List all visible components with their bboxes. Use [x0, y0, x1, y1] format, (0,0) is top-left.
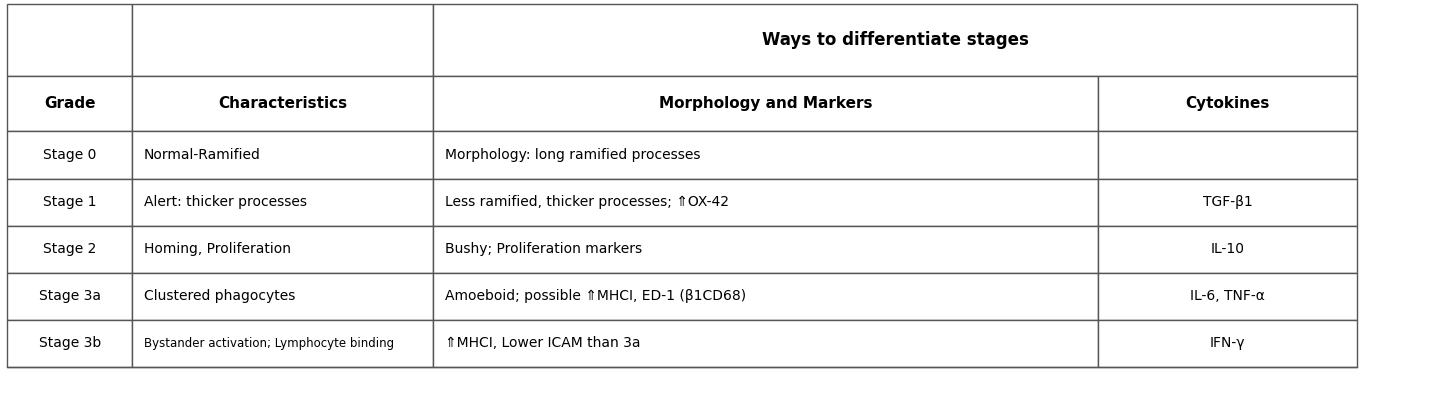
Text: Ways to differentiate stages: Ways to differentiate stages — [762, 31, 1029, 49]
Text: Stage 1: Stage 1 — [43, 195, 96, 209]
Bar — [7, 320, 132, 367]
Bar — [7, 178, 132, 226]
Text: Morphology and Markers: Morphology and Markers — [659, 96, 872, 111]
Bar — [433, 273, 1098, 320]
Bar — [7, 226, 132, 273]
Text: Stage 0: Stage 0 — [43, 148, 96, 162]
Text: Bushy; Proliferation markers: Bushy; Proliferation markers — [445, 242, 641, 256]
Bar — [1098, 320, 1358, 367]
Bar — [433, 4, 1358, 76]
Text: Stage 2: Stage 2 — [43, 242, 96, 256]
Text: IL-10: IL-10 — [1211, 242, 1244, 256]
Bar — [7, 273, 132, 320]
Bar — [132, 226, 433, 273]
Text: Cytokines: Cytokines — [1185, 96, 1270, 111]
Text: Grade: Grade — [44, 96, 96, 111]
Text: IL-6, TNF-α: IL-6, TNF-α — [1190, 289, 1264, 303]
Text: Clustered phagocytes: Clustered phagocytes — [144, 289, 296, 303]
Text: Stage 3b: Stage 3b — [39, 337, 100, 351]
Text: ⇑MHCI, Lower ICAM than 3a: ⇑MHCI, Lower ICAM than 3a — [445, 337, 640, 351]
Text: Amoeboid; possible ⇑MHCI, ED-1 (β1CD68): Amoeboid; possible ⇑MHCI, ED-1 (β1CD68) — [445, 289, 746, 303]
Text: Normal-Ramified: Normal-Ramified — [144, 148, 260, 162]
Text: Characteristics: Characteristics — [218, 96, 347, 111]
Bar — [132, 76, 433, 132]
Text: Stage 3a: Stage 3a — [39, 289, 100, 303]
Text: Homing, Proliferation: Homing, Proliferation — [144, 242, 290, 256]
Bar — [7, 4, 132, 76]
Text: Alert: thicker processes: Alert: thicker processes — [144, 195, 307, 209]
Bar — [1098, 273, 1358, 320]
Bar — [7, 76, 132, 132]
Text: TGF-β1: TGF-β1 — [1203, 195, 1253, 209]
Bar — [433, 320, 1098, 367]
Bar — [132, 132, 433, 178]
Bar — [1098, 132, 1358, 178]
Bar — [433, 178, 1098, 226]
Bar — [433, 76, 1098, 132]
Text: Bystander activation; Lymphocyte binding: Bystander activation; Lymphocyte binding — [144, 337, 393, 350]
Bar — [1098, 76, 1358, 132]
Bar — [132, 320, 433, 367]
Text: Less ramified, thicker processes; ⇑OX-42: Less ramified, thicker processes; ⇑OX-42 — [445, 195, 729, 209]
Text: Morphology: long ramified processes: Morphology: long ramified processes — [445, 148, 700, 162]
Bar — [1098, 178, 1358, 226]
Bar — [132, 178, 433, 226]
Bar — [132, 4, 433, 76]
Bar — [132, 273, 433, 320]
Bar — [433, 132, 1098, 178]
Bar — [7, 132, 132, 178]
Bar — [433, 226, 1098, 273]
Bar — [1098, 226, 1358, 273]
Text: IFN-γ: IFN-γ — [1210, 337, 1246, 351]
